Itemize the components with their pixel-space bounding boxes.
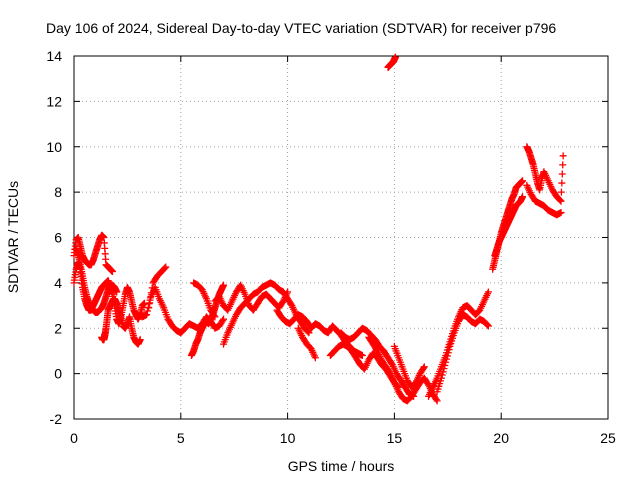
y-axis-label: SDTVAR / TECUs — [5, 181, 21, 293]
x-tick-label: 20 — [493, 430, 509, 446]
plot-frame — [73, 55, 609, 420]
data-point-arc-p — [419, 364, 427, 372]
y-tick-label: 2 — [54, 320, 62, 336]
data-point-arc-c — [113, 288, 121, 296]
x-tick-label: 5 — [177, 430, 185, 446]
y-tick-label: 6 — [54, 230, 62, 246]
data-point-arc-l — [311, 354, 319, 362]
data-point-arc-s — [445, 346, 453, 354]
data-point-arc-f — [146, 299, 154, 307]
data-point-arc-e — [220, 315, 228, 323]
data-point-arc-s — [443, 352, 451, 360]
data-point-arc-s — [484, 321, 492, 329]
y-tick-label: 10 — [46, 139, 62, 155]
y-tick-label: 8 — [54, 184, 62, 200]
data-point-arc-f — [145, 304, 153, 312]
data-point-arc-v — [557, 188, 565, 196]
data-point-arc-s — [440, 365, 448, 373]
data-point-arc-t — [519, 177, 527, 185]
x-tick-label: 10 — [280, 430, 296, 446]
data-point-arc-j — [304, 328, 312, 336]
data-point-arc-s — [484, 322, 492, 330]
data-point-arc-s — [437, 374, 445, 382]
y-tick-label: -2 — [50, 411, 63, 427]
data-point-arc-f — [146, 294, 154, 302]
data-point-arc-s — [438, 371, 446, 379]
data-point-arc-s — [439, 368, 447, 376]
data-point-arc-j — [305, 329, 313, 337]
data-point-arc-v — [558, 179, 566, 187]
x-axis-label: GPS time / hours — [288, 458, 395, 474]
data-point-arc-r — [484, 288, 492, 296]
data-point-arc-v — [557, 197, 565, 205]
data-point-arc-o — [433, 397, 441, 405]
axes-ticks: 0 5 10 15 20 25 -2 0 2 4 6 8 10 12 14 — [46, 48, 616, 446]
data-point-arc-p — [420, 363, 428, 371]
data-point-arc-s — [442, 358, 450, 366]
data-point-arc-a — [108, 268, 116, 276]
data-point-arc-w — [557, 209, 565, 217]
data-point-arc-s — [444, 349, 452, 357]
data-point-arc-u — [519, 193, 527, 201]
data-point-arc-d — [136, 336, 144, 344]
data-point-arc-v — [559, 161, 567, 169]
data-point-arc-g — [220, 281, 228, 289]
x-tick-label: 15 — [387, 430, 403, 446]
data-point-arc-o — [432, 395, 440, 403]
data-point-arc-q — [391, 53, 399, 61]
data-point-arc-s — [443, 355, 451, 363]
data-point-arc-v — [558, 170, 566, 178]
data-point-arc-s — [441, 361, 449, 369]
data-point-arc-h — [210, 312, 218, 320]
data-point-arc-v — [556, 196, 564, 204]
x-tick-label: 25 — [600, 430, 616, 446]
data-point-arc-e — [219, 317, 227, 325]
data-marks — [70, 53, 567, 405]
data-point-arc-f — [161, 264, 169, 272]
y-tick-label: 4 — [54, 275, 62, 291]
y-tick-label: 14 — [46, 48, 62, 64]
data-point-arc-f — [162, 263, 170, 271]
data-point-arc-h — [211, 313, 219, 321]
grid — [74, 56, 608, 419]
y-tick-label: 12 — [46, 93, 62, 109]
chart-title: Day 106 of 2024, Sidereal Day-to-day VTE… — [46, 20, 556, 36]
data-point-arc-e — [143, 307, 151, 315]
data-point-arc-f — [147, 289, 155, 297]
data-point-arc-k — [358, 351, 366, 359]
data-point-arc-v — [559, 152, 567, 160]
data-point-arc-f — [148, 284, 156, 292]
x-tick-label: 0 — [70, 430, 78, 446]
y-tick-label: 0 — [54, 366, 62, 382]
data-point-arc-e — [143, 311, 151, 319]
